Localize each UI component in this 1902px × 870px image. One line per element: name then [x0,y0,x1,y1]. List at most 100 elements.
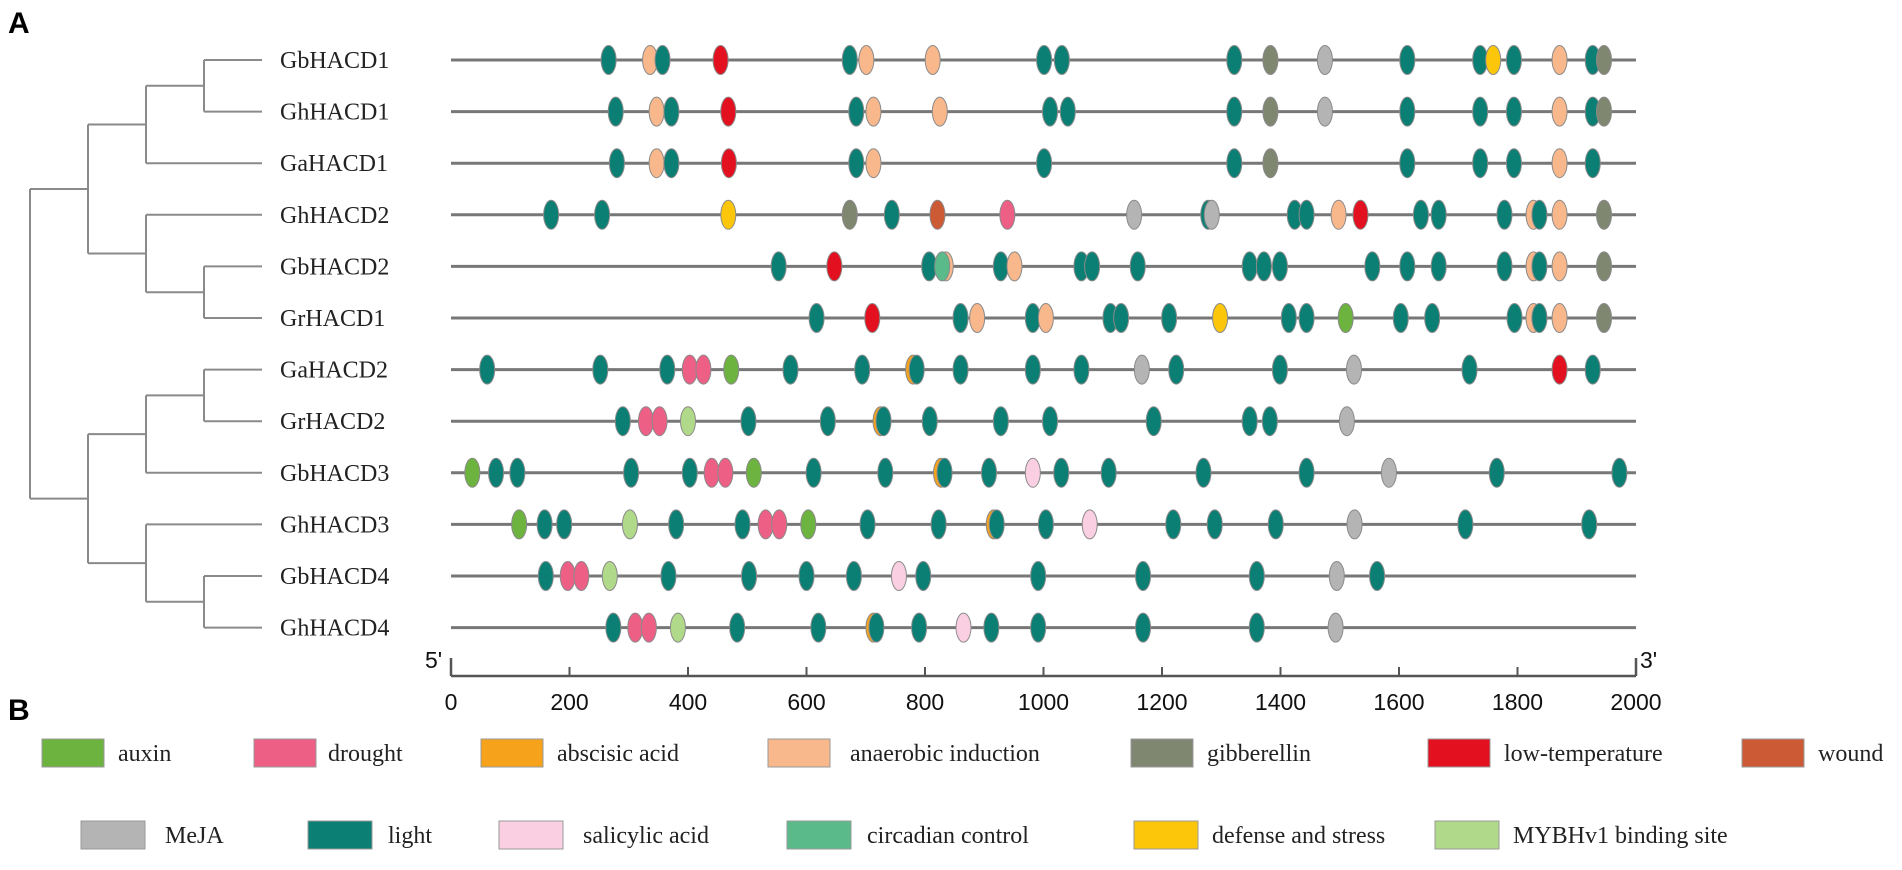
cis-element-light [908,354,925,385]
panel-label-b: B [8,694,30,727]
cis-element-light [810,612,827,643]
x-axis-tick-label: 1400 [1255,689,1306,715]
legend-label: auxin [118,741,171,767]
legend-label: wound [1818,741,1883,767]
cis-element-mybhv1 [601,561,618,591]
cis-element-mybhv1 [621,509,638,540]
cis-element-drought [703,457,720,488]
cis-element-light [1584,354,1601,385]
cis-element-light [841,45,858,75]
gene-row: GbHACD3 [280,457,1636,488]
cis-element-meja [1338,406,1355,437]
cis-element-lowtemp [826,251,843,282]
legend-label: drought [328,741,403,767]
five-prime-label: 5' [425,647,442,673]
cis-element-gibberellin [1596,45,1613,75]
cis-element-light [1496,251,1513,282]
cis-element-light [1248,561,1265,591]
cis-element-light [1505,148,1522,179]
cis-element-light [592,354,609,385]
legend-label: light [388,823,432,849]
legend-item-drought: drought [253,738,403,768]
cis-element-light [509,457,526,488]
legend-swatch [1130,738,1194,768]
x-axis-tick-label: 0 [445,689,458,715]
cis-element-light [488,457,505,488]
cis-element-light [1030,561,1047,591]
cis-element-light [808,303,825,333]
cis-element-anaerobic [648,96,665,127]
cis-element-lowtemp [712,45,729,75]
cis-element-gibberellin [1596,96,1613,127]
cis-element-light [479,354,496,385]
cis-element-light [854,354,871,385]
legend-swatch [786,820,852,850]
legend-swatch [307,820,373,850]
cis-element-light [770,251,787,282]
cis-element-light [600,45,617,75]
cis-element-light [594,199,611,230]
gene-row: GhHACD1 [280,96,1636,127]
cis-element-auxin [723,354,740,385]
cis-element-light [930,509,947,540]
gene-label: GhHACD2 [280,203,389,229]
cis-element-light [1267,509,1284,540]
cis-element-light [1037,509,1054,540]
cis-element-meja [1203,199,1220,230]
legend-label: circadian control [867,823,1029,849]
x-axis-tick-label: 2000 [1610,689,1661,715]
cis-element-light [952,354,969,385]
cis-element-lowtemp [1551,354,1568,385]
legend-label: MeJA [165,823,224,849]
legend-swatch [1741,738,1805,768]
cis-element-drought [640,612,657,643]
legend: auxin drought abscisic acid anaerobic induc… [41,738,1883,850]
cis-element-drought [771,509,788,540]
cis-element-light [1195,457,1212,488]
gene-label: GhHACD1 [280,100,389,126]
cis-element-light [1053,45,1070,75]
cis-element-meja [1126,199,1143,230]
legend-label: anaerobic induction [850,741,1040,767]
cis-element-light [614,406,631,437]
cis-element-gibberellin [1262,45,1279,75]
cis-element-light [1248,612,1265,643]
cis-element-light [1364,251,1381,282]
legend-swatch [1434,820,1500,850]
cis-element-light [915,561,932,591]
cis-element-light [1461,354,1478,385]
cis-element-light [988,509,1005,540]
x-axis-tick-label: 600 [787,689,825,715]
cis-element-light [1271,354,1288,385]
cis-element-light [936,457,953,488]
cis-element-light [659,354,676,385]
cis-element-lowtemp [720,148,737,179]
cis-element-anaerobic [648,148,665,179]
cis-element-auxin [800,509,817,540]
cis-element-light [536,509,553,540]
cis-element-light [1100,457,1117,488]
cis-element-light [1412,199,1429,230]
cis-element-light [1042,96,1059,127]
legend-swatch [1427,738,1491,768]
cis-element-anaerobic [1330,199,1347,230]
legend-swatch [498,820,564,850]
cis-element-anaerobic [1551,251,1568,282]
cis-element-gibberellin [841,199,858,230]
cis-element-light [660,561,677,591]
gene-label: GrHACD2 [280,409,385,435]
gene-row: GbHACD1 [280,45,1636,75]
cis-element-light [608,148,625,179]
cis-element-drought [999,199,1016,230]
cis-element-light [848,148,865,179]
cis-element-light [663,148,680,179]
cis-element-gibberellin [1596,199,1613,230]
cis-element-light [1135,561,1152,591]
cis-element-defense [1212,303,1229,333]
cis-element-light [1280,303,1297,333]
cis-element-light [1531,251,1548,282]
gene-row: GhHACD3 [280,509,1636,540]
cis-element-light [911,612,928,643]
cis-element-anaerobic [924,45,941,75]
